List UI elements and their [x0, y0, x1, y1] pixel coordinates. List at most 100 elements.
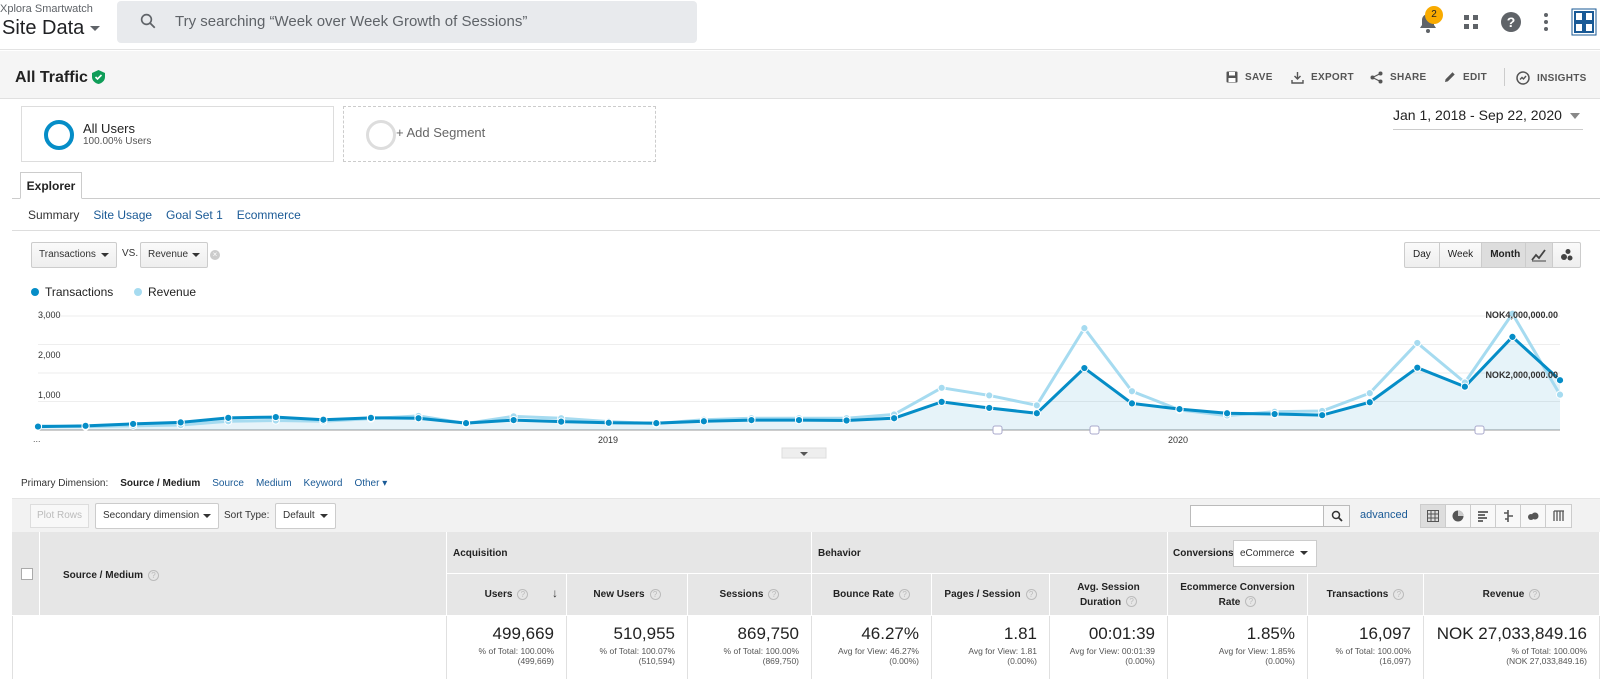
transactions-point[interactable] — [1032, 409, 1041, 418]
column-header-revenue[interactable]: Revenue? — [1424, 574, 1600, 616]
transactions-point[interactable] — [1222, 409, 1232, 418]
help-icon[interactable]: ? — [1500, 11, 1522, 33]
term-cloud-view-button[interactable] — [1521, 505, 1546, 527]
dimension-link-source[interactable]: Source — [212, 478, 244, 489]
conversion-type-select[interactable]: eCommerce — [1233, 540, 1317, 567]
help-icon[interactable]: ? — [1245, 596, 1257, 608]
transactions-point[interactable] — [1555, 376, 1565, 385]
column-header-sessions[interactable]: Sessions? — [688, 574, 812, 616]
apps-icon[interactable] — [1463, 14, 1479, 30]
insights-button[interactable]: INSIGHTS — [1516, 71, 1587, 85]
transactions-point[interactable] — [129, 419, 138, 429]
more-vert-icon[interactable] — [1543, 12, 1549, 32]
transactions-point[interactable] — [1270, 409, 1279, 419]
metric-1-select[interactable]: Transactions — [31, 242, 117, 268]
table-search-button[interactable] — [1323, 506, 1349, 526]
column-header-new-users[interactable]: New Users? — [567, 574, 688, 616]
performance-view-button[interactable] — [1471, 505, 1496, 527]
secondary-dimension-select[interactable]: Secondary dimension — [95, 503, 219, 529]
transactions-point[interactable] — [557, 417, 566, 426]
subtab-site-usage[interactable]: Site Usage — [93, 208, 153, 222]
transactions-point[interactable] — [890, 414, 899, 423]
legend-transactions[interactable]: Transactions — [31, 285, 113, 299]
select-all-checkbox[interactable] — [21, 568, 33, 580]
transactions-point[interactable] — [1365, 398, 1374, 407]
column-header-ecommerce-conversion-rate[interactable]: Ecommerce Conversion Rate? — [1168, 574, 1308, 616]
help-icon[interactable]: ? — [768, 588, 780, 600]
column-header-pages-per-session[interactable]: Pages / Session? — [932, 574, 1050, 616]
pivot-view-button[interactable] — [1546, 505, 1571, 527]
export-button[interactable]: EXPORT — [1291, 71, 1354, 84]
transactions-point[interactable] — [1175, 405, 1184, 414]
transactions-point[interactable] — [1460, 382, 1469, 391]
help-icon[interactable]: ? — [1393, 588, 1405, 600]
advanced-filter-link[interactable]: advanced — [1360, 509, 1408, 521]
edit-button[interactable]: EDIT — [1444, 71, 1487, 83]
transactions-point[interactable] — [509, 416, 518, 425]
revenue-point[interactable] — [1032, 401, 1041, 410]
week-button[interactable]: Week — [1440, 243, 1483, 267]
revenue-point[interactable] — [1127, 387, 1137, 396]
segment-all-users[interactable]: All Users 100.00% Users — [21, 106, 334, 162]
transactions-point[interactable] — [985, 403, 994, 413]
revenue-point[interactable] — [1555, 390, 1565, 399]
avatar[interactable] — [1571, 8, 1597, 36]
metric-2-select[interactable]: Revenue — [140, 242, 208, 268]
column-header-bounce-rate[interactable]: Bounce Rate? — [812, 574, 932, 616]
revenue-point[interactable] — [1080, 324, 1089, 333]
dimension-link-other[interactable]: Other ▾ — [354, 478, 388, 489]
pie-view-button[interactable] — [1446, 505, 1471, 527]
column-header-avg-session-duration[interactable]: Avg. Session Duration? — [1050, 574, 1168, 616]
help-icon[interactable]: ? — [899, 588, 911, 600]
transactions-point[interactable] — [1508, 332, 1517, 341]
transactions-point[interactable] — [604, 418, 613, 427]
help-icon[interactable]: ? — [1025, 588, 1037, 600]
help-icon[interactable]: ? — [148, 570, 160, 581]
plot-rows-button[interactable]: Plot Rows — [30, 504, 90, 528]
annotation-icon[interactable] — [992, 425, 1003, 435]
dimension-link-medium[interactable]: Medium — [255, 478, 292, 489]
transactions-point[interactable] — [652, 419, 661, 428]
transactions-point[interactable] — [319, 415, 328, 424]
table-search-input[interactable] — [1190, 505, 1350, 527]
subtab-ecommerce[interactable]: Ecommerce — [236, 208, 301, 222]
sort-arrow-icon[interactable]: ↓ — [552, 586, 558, 600]
transactions-point[interactable] — [176, 418, 185, 427]
help-icon[interactable]: ? — [1529, 588, 1541, 600]
add-segment-button[interactable]: + Add Segment — [343, 106, 656, 162]
transactions-point[interactable] — [794, 416, 804, 425]
dimension-header[interactable]: Source / Medium? — [40, 532, 447, 616]
share-button[interactable]: SHARE — [1370, 71, 1427, 84]
day-button[interactable]: Day — [1405, 243, 1440, 267]
subtab-goal-set-1[interactable]: Goal Set 1 — [166, 208, 223, 222]
subtab-summary[interactable]: Summary — [28, 208, 80, 222]
revenue-point[interactable] — [1365, 389, 1374, 398]
sort-type-select[interactable]: Default — [275, 503, 336, 529]
transactions-point[interactable] — [271, 412, 280, 422]
transactions-point[interactable] — [747, 416, 756, 425]
help-icon[interactable]: ? — [517, 588, 529, 600]
comparison-view-button[interactable] — [1496, 505, 1521, 527]
transactions-point[interactable] — [1080, 363, 1089, 373]
help-icon[interactable]: ? — [1126, 596, 1138, 608]
month-button[interactable]: Month — [1482, 243, 1529, 267]
date-range-picker[interactable]: Jan 1, 2018 - Sep 22, 2020 — [1393, 107, 1580, 123]
transactions-point[interactable] — [699, 417, 708, 426]
data-view-button[interactable] — [1421, 505, 1446, 527]
transactions-point[interactable] — [414, 414, 423, 423]
transactions-point[interactable] — [842, 416, 851, 425]
motion-chart-button[interactable] — [1553, 243, 1580, 267]
transactions-point[interactable] — [1413, 363, 1422, 372]
revenue-point[interactable] — [1413, 338, 1422, 348]
help-icon[interactable]: ? — [649, 588, 661, 600]
dimension-link-keyword[interactable]: Keyword — [303, 478, 343, 489]
revenue-point[interactable] — [1508, 309, 1517, 318]
annotation-icon[interactable] — [1474, 425, 1485, 435]
revenue-point[interactable] — [937, 383, 946, 392]
search-bar[interactable]: Try searching “Week over Week Growth of … — [117, 1, 697, 43]
property-selector[interactable]: Site Data — [2, 17, 101, 40]
legend-revenue[interactable]: Revenue — [134, 285, 196, 299]
transactions-point[interactable] — [1127, 399, 1137, 408]
transactions-point[interactable] — [461, 419, 471, 428]
column-header-transactions[interactable]: Transactions? — [1308, 574, 1424, 616]
